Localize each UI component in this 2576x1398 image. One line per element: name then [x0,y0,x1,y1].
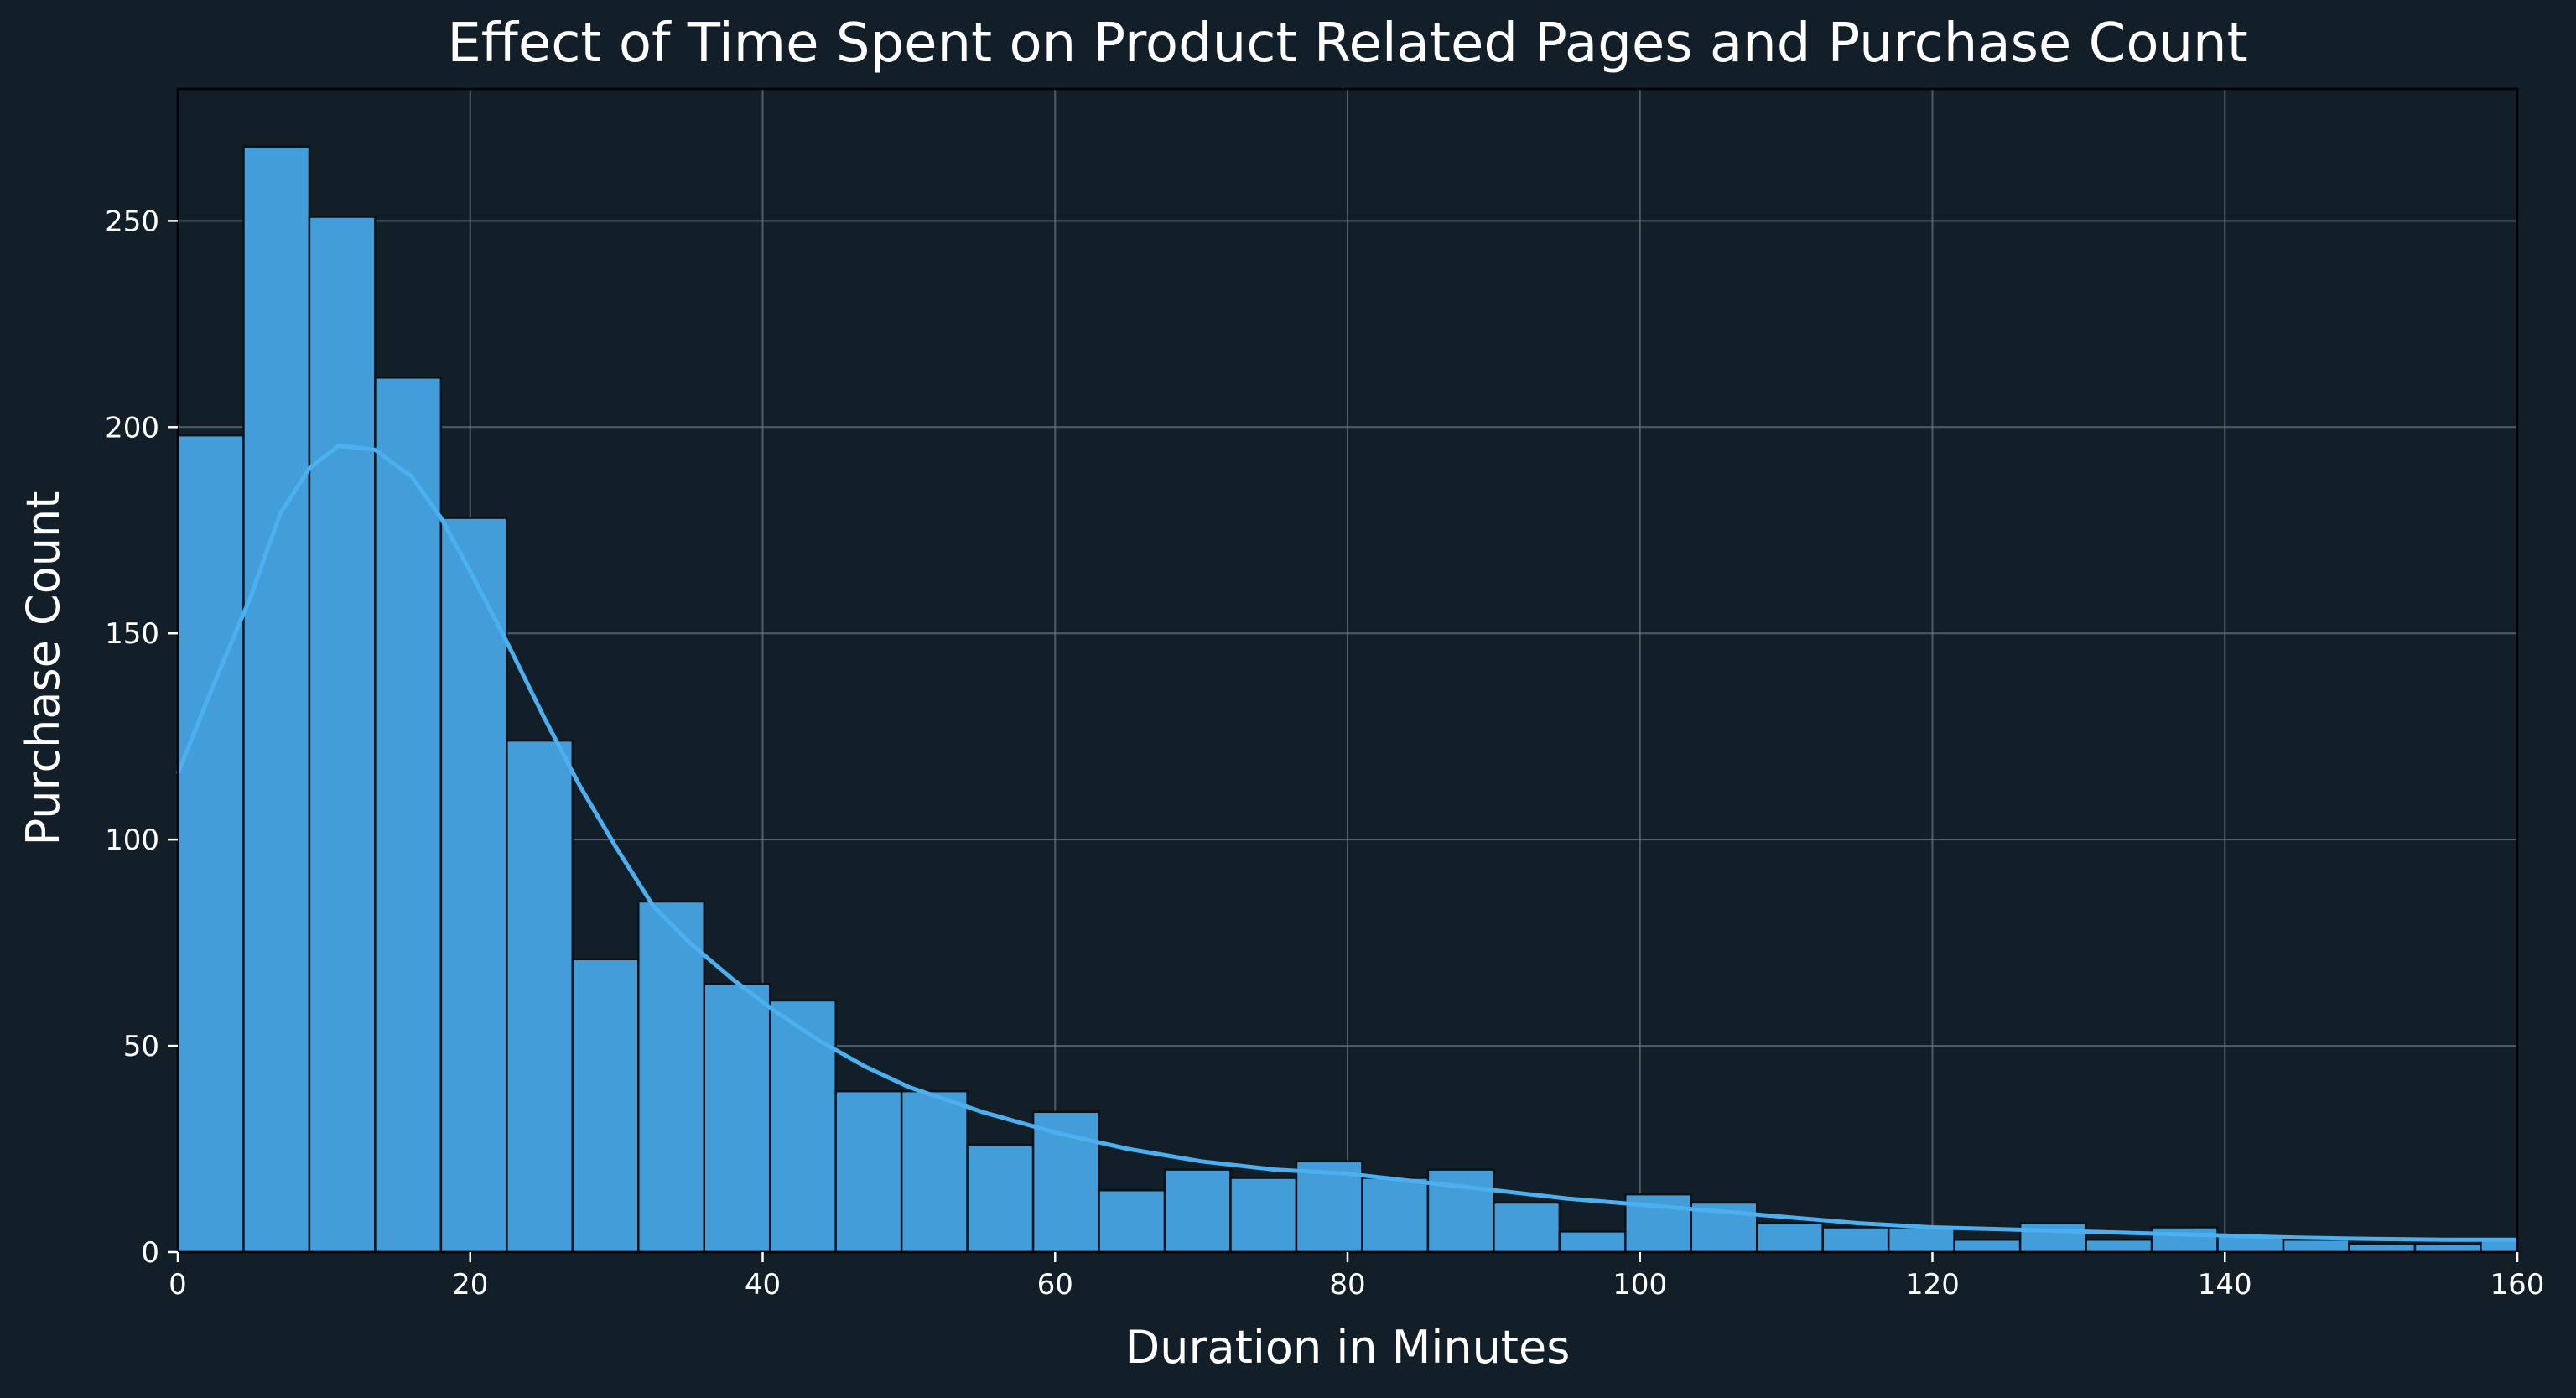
histogram-bar [1953,1238,2022,1254]
histogram-bar [571,958,640,1254]
x-tick-label: 120 [1905,1268,1960,1302]
histogram-bar [2018,1222,2087,1254]
x-tick-label: 20 [452,1268,488,1302]
histogram-bar [1229,1177,1298,1254]
x-tick-label: 100 [1613,1268,1667,1302]
histogram-bars [176,145,2519,1254]
histogram-bar [439,517,508,1254]
chart-title: Effect of Time Spent on Product Related … [447,13,2247,75]
histogram-bar [1821,1226,1890,1254]
histogram-bar [768,999,837,1254]
kde-curve [175,443,2517,1242]
histogram-bar [1295,1160,1363,1254]
x-axis-ticks: 0 20 40 60 80 100 120 140 160 [169,1252,2544,1302]
x-tick-label: 0 [169,1268,187,1302]
y-tick-label: 200 [105,411,159,444]
histogram-bar [1361,1177,1430,1254]
histogram-bar [2348,1242,2417,1254]
histogram-bar [1493,1201,1561,1254]
y-tick-label: 0 [141,1236,159,1270]
histogram-bar [308,216,377,1254]
histogram-bar [2413,1242,2482,1254]
x-tick-label: 40 [745,1268,781,1302]
histogram-bar [966,1143,1035,1254]
histogram-bar [1098,1188,1166,1254]
x-tick-label: 60 [1037,1268,1073,1302]
histogram-bar [834,1089,903,1254]
histogram-bar [1163,1168,1232,1254]
x-tick-label: 140 [2198,1268,2252,1302]
x-tick-label: 160 [2490,1268,2545,1302]
histogram-bar [1558,1230,1627,1254]
histogram-bar [1887,1226,1955,1254]
x-axis-label: Duration in Minutes [1125,1321,1571,1374]
y-tick-label: 250 [105,205,159,238]
histogram-bar [2282,1238,2350,1254]
histogram-bar [1756,1222,1824,1254]
y-axis-label: Purchase Count [17,491,70,846]
x-tick-label: 80 [1329,1268,1365,1302]
histogram-bar [2150,1226,2219,1254]
histogram-bar [900,1089,969,1254]
histogram-bar [176,434,245,1254]
histogram-bar [242,145,311,1254]
y-axis-ticks: 0 50 100 150 200 250 [105,205,178,1270]
y-tick-label: 100 [105,824,159,857]
histogram-bar [374,377,443,1254]
y-tick-label: 50 [123,1030,159,1063]
histogram-bar [703,983,771,1254]
histogram-bar [506,739,574,1254]
histogram-bar [2085,1238,2153,1254]
histogram-bar [637,900,705,1254]
y-tick-label: 150 [105,617,159,651]
